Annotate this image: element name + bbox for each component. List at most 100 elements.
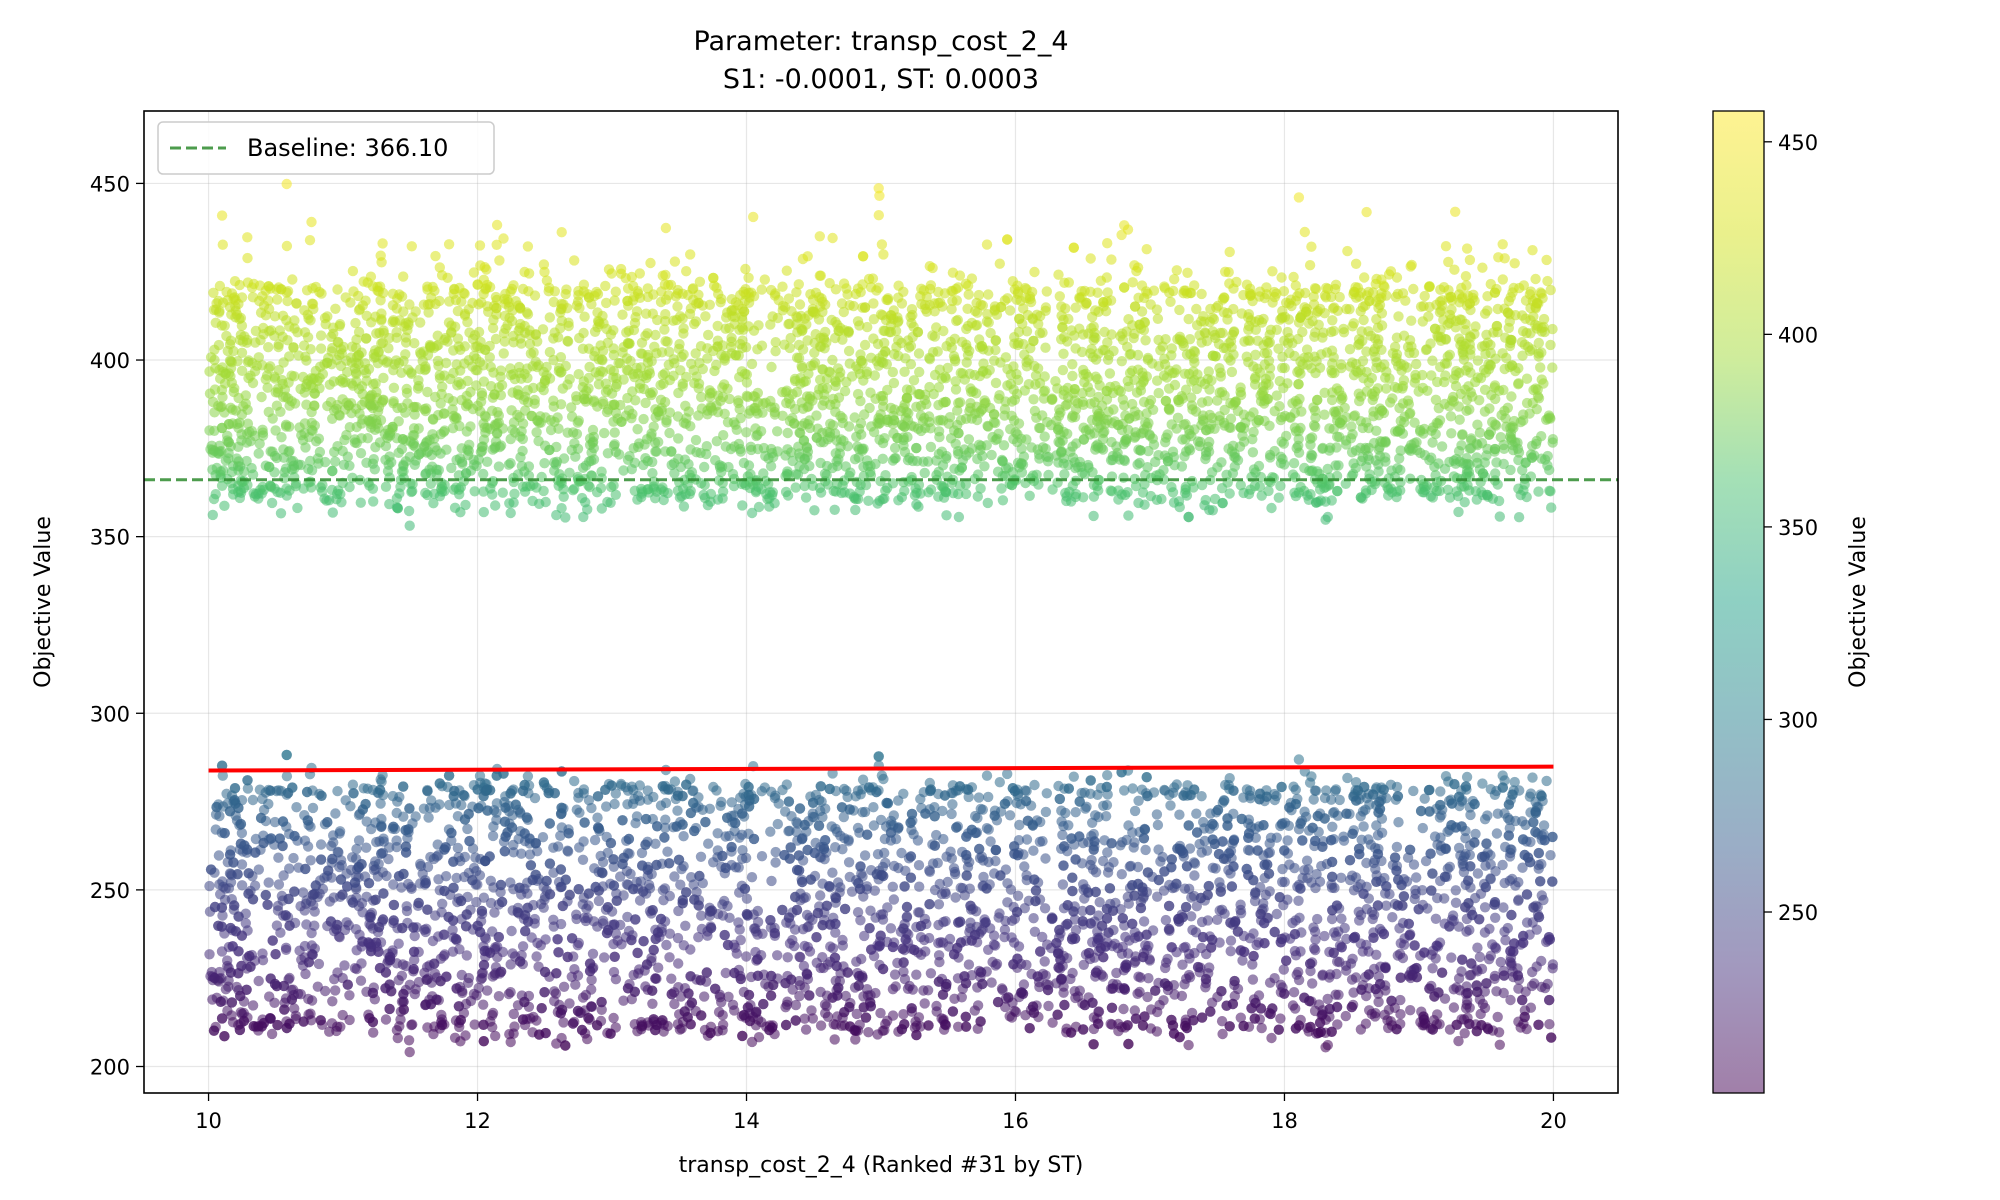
scatter-point — [1243, 488, 1255, 500]
scatter-point — [789, 418, 800, 429]
scatter-point — [893, 350, 904, 362]
scatter-point — [413, 423, 424, 434]
scatter-point — [1187, 404, 1198, 415]
scatter-point — [885, 402, 897, 414]
scatter-point — [415, 317, 426, 328]
scatter-point — [459, 358, 470, 369]
scatter-point — [1129, 260, 1140, 271]
scatter-point — [815, 457, 826, 469]
scatter-point — [1035, 422, 1046, 434]
scatter-point — [1004, 305, 1016, 316]
scatter-point — [1176, 391, 1188, 402]
scatter-point — [636, 337, 648, 348]
scatter-point — [615, 263, 627, 275]
scatter-point — [589, 326, 601, 337]
scatter-point — [660, 269, 671, 281]
scatter-point — [973, 289, 985, 301]
scatter-point — [625, 355, 636, 367]
scatter-point — [413, 449, 425, 460]
scatter-point — [1052, 424, 1064, 435]
scatter-point — [1116, 489, 1127, 500]
scatter-point — [528, 382, 539, 394]
scatter-point — [579, 311, 590, 322]
scatter-point — [418, 299, 430, 310]
scatter-point — [533, 435, 544, 447]
scatter-point — [953, 428, 964, 439]
scatter-point — [605, 364, 616, 375]
scatter-point — [718, 430, 729, 441]
scatter-point — [855, 395, 866, 407]
scatter-point — [571, 300, 582, 311]
scatter-point — [1395, 415, 1407, 427]
scatter-point — [587, 424, 599, 436]
scatter-point — [498, 348, 509, 359]
scatter-point — [1269, 406, 1280, 417]
scatter-point — [444, 296, 455, 307]
scatter-point — [1330, 460, 1341, 471]
scatter-point — [874, 434, 885, 445]
scatter-point — [1321, 282, 1332, 294]
scatter-point — [358, 276, 369, 287]
scatter-point — [769, 498, 780, 509]
scatter-point — [548, 296, 559, 308]
scatter-point — [1278, 382, 1289, 394]
scatter-point — [436, 481, 448, 492]
scatter-point — [1415, 483, 1426, 495]
scatter-point — [272, 486, 283, 498]
scatter-point — [288, 342, 299, 353]
scatter-point — [1037, 327, 1048, 338]
scatter-point — [1427, 355, 1438, 366]
scatter-point — [907, 455, 918, 467]
scatter-point — [242, 232, 253, 243]
scatter-point — [1491, 457, 1502, 468]
scatter-point — [678, 501, 690, 512]
scatter-point — [690, 434, 702, 446]
scatter-point — [1475, 372, 1487, 384]
scatter-point — [640, 453, 651, 464]
scatter-point — [953, 511, 965, 523]
scatter-point — [857, 251, 869, 262]
scatter-point — [1394, 453, 1405, 464]
scatter-point — [597, 345, 609, 356]
scatter-point — [1319, 387, 1330, 398]
scatter-point — [529, 290, 541, 301]
scatter-point — [522, 241, 534, 252]
scatter-point — [815, 374, 826, 385]
scatter-point — [1242, 335, 1254, 346]
scatter-point — [878, 249, 889, 260]
scatter-point — [624, 338, 635, 349]
scatter-point — [1223, 267, 1234, 278]
scatter-point — [781, 468, 793, 480]
scatter-point — [407, 485, 418, 497]
scatter-point — [994, 258, 1005, 269]
scatter-point — [397, 434, 408, 445]
scatter-point — [312, 453, 323, 464]
scatter-point — [693, 410, 704, 421]
scatter-point — [1411, 358, 1422, 370]
scatter-point — [1119, 282, 1130, 293]
scatter-point — [490, 333, 502, 345]
scatter-point — [1196, 288, 1207, 300]
scatter-point — [452, 305, 464, 317]
scatter-point — [1267, 266, 1278, 277]
scatter-point — [1002, 380, 1013, 391]
scatter-point — [829, 504, 840, 515]
scatter-point — [309, 388, 320, 399]
scatter-point — [888, 377, 900, 389]
scatter-point — [306, 216, 317, 228]
scatter-point — [1182, 267, 1193, 278]
scatter-point — [782, 427, 793, 439]
scatter-point — [506, 405, 517, 416]
scatter-point — [642, 283, 653, 294]
scatter-point — [1442, 319, 1453, 330]
scatter-point — [1335, 359, 1347, 370]
scatter-point — [409, 338, 420, 349]
scatter-point — [783, 293, 795, 304]
scatter-point — [932, 346, 943, 357]
scatter-point — [1133, 497, 1144, 509]
scatter-point — [752, 397, 764, 408]
scatter-point — [1344, 304, 1355, 315]
scatter-point — [890, 453, 901, 464]
scatter-point — [877, 453, 888, 464]
scatter-point — [756, 340, 768, 351]
